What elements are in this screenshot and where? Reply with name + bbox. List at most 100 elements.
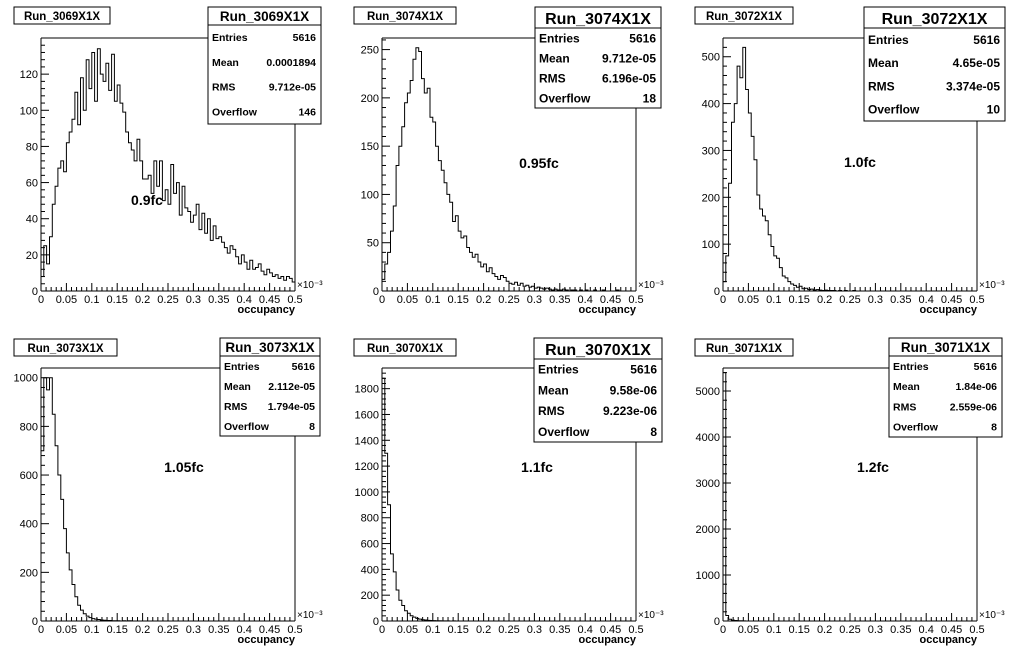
x-tick-label: 0 (38, 624, 44, 636)
stats-row-label: Entries (538, 363, 579, 377)
stats-row-label: Mean (538, 383, 569, 397)
x-tick-label: 0.45 (259, 294, 280, 306)
stats-row-value: 1.794e-05 (268, 401, 315, 413)
stats-row-label: Entries (893, 361, 929, 373)
x-tick-label: 0.3 (186, 624, 201, 636)
x-tick-label: 0.15 (788, 624, 809, 636)
stats-row-value: 9.712e-05 (602, 51, 656, 65)
x-tick-label: 0.3 (868, 294, 883, 306)
y-tick-label: 200 (20, 567, 38, 579)
stats-row-value: 2.112e-05 (268, 381, 315, 393)
x-tick-label: 0.45 (941, 294, 962, 306)
y-tick-label: 300 (702, 145, 720, 157)
x-tick-label: 0.3 (527, 624, 542, 636)
stats-box (533, 337, 663, 443)
histogram-title: Run_3070X1X (367, 343, 443, 355)
y-tick-label: 150 (361, 141, 379, 153)
stats-row-value: 5616 (293, 32, 317, 44)
x-axis-title: occupancy (920, 634, 978, 646)
histogram-panel: 0 0.05 0.1 0.15 0.2 0.25 0.3 0.35 0.4 0.45 0.5 ×10⁻… (13, 6, 323, 316)
x-tick-label: 0.05 (397, 624, 418, 636)
x-tick-label: 0.15 (447, 294, 468, 306)
stats-row-value: 8 (309, 421, 315, 433)
histogram-panel: 0 0.05 0.1 0.15 0.2 0.25 0.3 0.35 0.4 0.45 0.5 ×10⁻… (353, 6, 664, 316)
y-tick-label: 250 (361, 45, 379, 57)
title-box (694, 6, 794, 25)
x-tick-label: 0 (38, 294, 44, 306)
histogram-series (40, 48, 296, 291)
y-tick-label: 1000 (14, 373, 38, 385)
stats-row-label: Overflow (539, 91, 591, 105)
threshold-annotation: 0.9fc (131, 192, 163, 208)
x-tick-label: 0.4 (237, 294, 252, 306)
y-tick-label: 40 (26, 214, 38, 226)
x-exponent-label: ×10⁻³ (638, 280, 664, 291)
x-tick-label: 0.05 (738, 294, 759, 306)
y-tick-label: 1200 (355, 461, 379, 473)
stats-row-value: 5616 (292, 361, 316, 373)
y-tick-label: 0 (714, 286, 720, 298)
stats-box (863, 6, 1006, 122)
stats-row-value: 6.196e-05 (602, 71, 656, 85)
y-tick-label: 500 (702, 52, 720, 64)
y-tick-label: 2000 (696, 524, 720, 536)
stats-box (534, 6, 662, 109)
x-tick-label: 0.5 (969, 624, 984, 636)
stats-title: Run_3069X1X (220, 9, 309, 24)
y-tick-label: 50 (367, 238, 379, 250)
y-tick-label: 100 (702, 239, 720, 251)
stats-row-label: Mean (539, 51, 570, 65)
x-exponent-label: ×10⁻³ (638, 610, 664, 621)
stats-row-label: Mean (868, 56, 899, 70)
x-tick-label: 0.45 (941, 624, 962, 636)
x-tick-label: 0.35 (208, 624, 229, 636)
stats-row-value: 9.58e-06 (610, 383, 658, 397)
stats-row-value: 4.65e-05 (953, 56, 1001, 70)
x-tick-label: 0.3 (186, 294, 201, 306)
x-tick-label: 0.1 (84, 624, 99, 636)
stats-row-value: 5616 (629, 31, 656, 45)
x-tick-label: 0.4 (578, 294, 593, 306)
stats-row-value: 8 (650, 425, 657, 439)
histogram-title: Run_3074X1X (367, 11, 443, 23)
y-tick-label: 0 (714, 616, 720, 628)
x-tick-label: 0.4 (919, 624, 934, 636)
stats-row-value: 5616 (974, 361, 998, 373)
threshold-annotation: 1.0fc (844, 154, 876, 170)
x-axis-title: occupancy (238, 634, 296, 646)
x-exponent-label: ×10⁻³ (297, 610, 323, 621)
y-tick-label: 0 (373, 616, 379, 628)
title-box (353, 338, 457, 357)
x-tick-label: 0.15 (788, 294, 809, 306)
x-tick-label: 0.5 (287, 624, 302, 636)
stats-row-value: 9.223e-06 (603, 404, 657, 418)
x-tick-label: 0.5 (969, 294, 984, 306)
y-tick-label: 120 (20, 69, 38, 81)
y-tick-label: 0 (373, 286, 379, 298)
y-tick-label: 100 (361, 189, 379, 201)
stats-row-label: Entries (868, 33, 909, 47)
x-tick-label: 0.4 (919, 294, 934, 306)
y-tick-label: 4000 (696, 432, 720, 444)
x-exponent-label: ×10⁻³ (979, 610, 1005, 621)
threshold-annotation: 1.2fc (857, 459, 889, 475)
stats-row-label: RMS (224, 401, 247, 413)
x-tick-label: 0.1 (766, 294, 781, 306)
histogram-panel: 0 0.05 0.1 0.15 0.2 0.25 0.3 0.35 0.4 0.45 0.5 ×10⁻… (694, 337, 1005, 646)
x-tick-label: 0.25 (157, 624, 178, 636)
x-tick-label: 0.5 (628, 294, 643, 306)
x-tick-label: 0.25 (498, 624, 519, 636)
y-tick-label: 1000 (696, 570, 720, 582)
x-tick-label: 0.05 (397, 294, 418, 306)
y-tick-label: 400 (702, 99, 720, 111)
x-tick-label: 0.1 (84, 294, 99, 306)
x-tick-label: 0.1 (425, 294, 440, 306)
stats-row-value: 5616 (630, 363, 657, 377)
stats-row-value: 146 (298, 106, 316, 118)
x-tick-label: 0.3 (527, 294, 542, 306)
y-tick-label: 200 (361, 590, 379, 602)
y-tick-label: 1000 (355, 487, 379, 499)
stats-row-label: Mean (893, 381, 920, 393)
histogram-series (722, 46, 977, 292)
y-tick-label: 800 (20, 421, 38, 433)
